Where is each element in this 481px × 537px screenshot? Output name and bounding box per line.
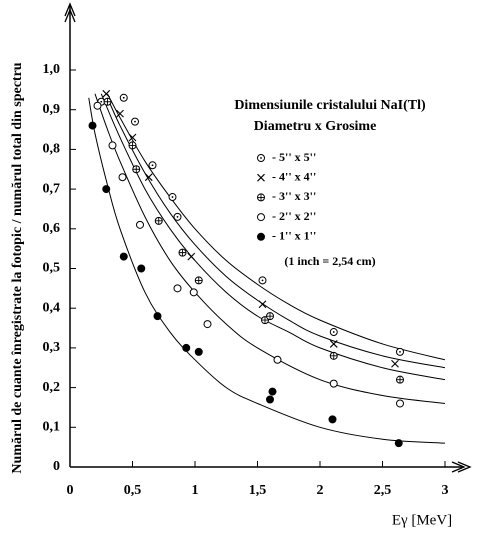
marker [328,415,337,424]
x-tick-label: 3 [442,483,449,498]
marker [258,276,267,285]
marker [258,300,267,309]
marker [182,343,191,352]
x-tick-label: 1,5 [249,483,267,498]
fit-curve [94,93,446,404]
y-axis-label: Numărul de cuante înregistrate la fotopi… [10,62,25,473]
y-tick-label: 0,9 [43,102,61,117]
marker [128,133,137,142]
x-tick-label: 0 [67,483,74,498]
marker [257,213,265,222]
marker [203,320,212,329]
x-tick-label: 2,5 [374,483,392,498]
marker [102,89,111,98]
fit-curve [88,97,446,444]
marker [396,375,404,384]
marker [194,347,203,356]
y-tick-label: 0,3 [43,340,61,355]
marker [194,276,203,285]
marker [108,141,117,150]
marker [144,173,153,182]
y-tick-label: 0,1 [43,420,61,435]
legend-label: - 1'' x 1'' [272,229,316,243]
fit-curve [107,93,446,361]
y-tick-label: 0,2 [43,380,61,395]
marker [329,351,338,360]
marker [268,387,277,396]
marker [266,312,274,321]
marker [394,439,403,448]
marker [102,185,111,194]
y-axis-arrow [64,2,76,23]
y-tick-label: 0,7 [43,181,61,196]
marker [173,212,182,221]
marker [136,220,144,229]
marker [128,141,137,150]
note: (1 inch = 2,54 cm) [284,254,375,268]
marker [257,193,265,202]
legend-title: Diametru x Grosime [254,119,377,134]
marker [396,399,404,408]
legend-label: - 3'' x 3'' [272,189,316,203]
y-tick-label: 1,0 [43,62,61,77]
legend-label: - 5'' x 5'' [272,150,316,164]
marker [88,121,97,130]
x-axis-arrow [451,461,472,473]
y-tick-label: 0,5 [43,261,61,276]
marker [168,193,177,202]
y-tick-label: 0 [53,459,60,474]
marker [396,347,404,356]
marker [148,161,157,170]
x-tick-label: 1 [192,483,199,498]
marker [257,154,265,162]
x-tick-label: 2 [317,483,324,498]
marker [116,109,124,118]
marker [118,173,127,182]
marker [329,379,338,388]
marker [119,93,128,102]
marker [329,340,338,348]
marker [93,101,102,110]
x-tick-label: 0,5 [124,483,142,498]
marker [103,97,112,106]
marker [137,264,146,273]
marker [154,216,163,225]
marker [257,232,265,241]
marker [257,173,265,182]
y-tick-label: 0,4 [43,300,61,315]
fit-curve [107,97,446,369]
marker [131,117,139,126]
marker [273,355,282,364]
marker [132,165,141,174]
legend-label: - 4'' x 4'' [272,169,316,183]
legend-label: - 2'' x 2'' [272,209,316,223]
fit-curve [100,93,446,381]
marker [178,248,187,257]
legend-title: Dimensiunile cristalului NaI(Tl) [234,98,426,113]
marker [173,284,182,293]
marker [266,395,274,404]
marker [153,312,162,321]
marker [329,328,338,337]
y-tick-label: 0,6 [43,221,61,236]
y-tick-label: 0,8 [43,142,61,157]
marker [391,359,399,368]
x-axis-label: Eγ [MeV] [392,512,452,528]
marker [119,252,128,261]
marker [189,288,198,297]
